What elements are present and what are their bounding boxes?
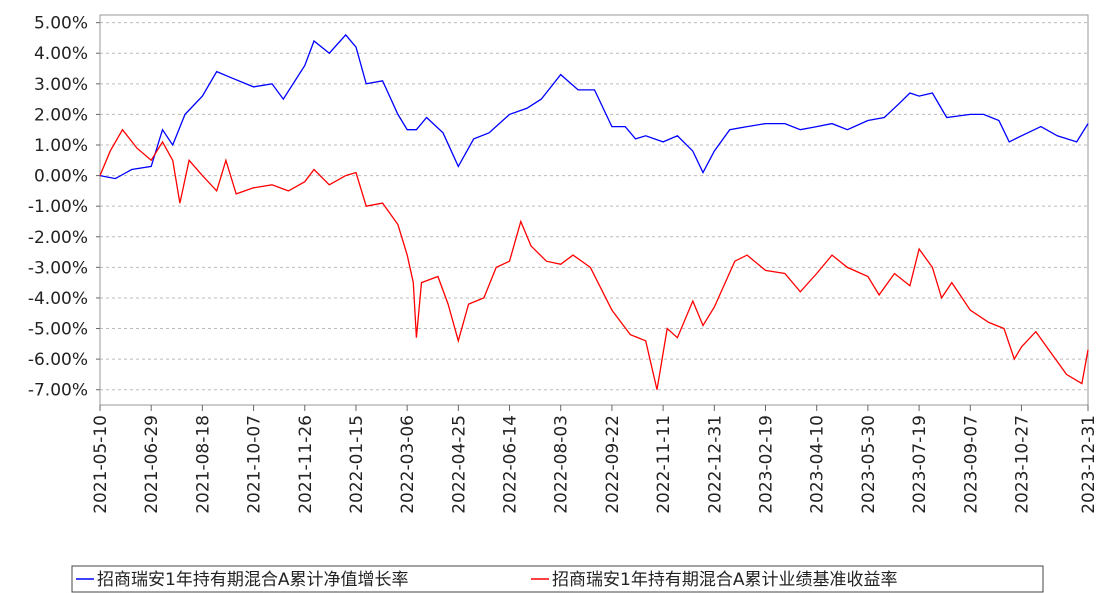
y-tick-label: -4.00% (28, 289, 88, 309)
x-tick-label: 2022-09-22 (603, 415, 623, 514)
y-tick-label: 5.00% (34, 14, 88, 34)
x-tick-label: 2023-09-07 (961, 415, 981, 514)
x-tick-label: 2023-05-30 (859, 415, 879, 514)
y-tick-label: -6.00% (28, 350, 88, 370)
x-tick-label: 2023-04-10 (808, 415, 828, 514)
x-tick-label: 2023-12-31 (1079, 415, 1099, 514)
x-tick-label: 2021-10-07 (245, 415, 265, 514)
x-tick-label: 2021-08-18 (193, 415, 213, 514)
y-tick-label: 2.00% (34, 105, 88, 125)
x-tick-label: 2022-11-11 (654, 415, 674, 514)
y-tick-label: -2.00% (28, 228, 88, 248)
x-tick-label: 2023-07-19 (910, 415, 930, 514)
y-tick-label: -5.00% (28, 320, 88, 340)
legend-label: 招商瑞安1年持有期混合A累计业绩基准收益率 (552, 570, 897, 590)
x-tick-label: 2022-04-25 (449, 415, 469, 514)
legend-box (71, 565, 1044, 593)
series-line (99, 128, 1089, 390)
x-tick-label: 2022-06-14 (501, 415, 521, 514)
x-tick-label: 2021-05-10 (91, 415, 111, 514)
plot-area (99, 14, 1089, 406)
x-tick-label: 2022-12-31 (705, 415, 725, 514)
legend-label: 招商瑞安1年持有期混合A累计净值增长率 (97, 570, 408, 590)
y-tick-label: 4.00% (34, 44, 88, 64)
y-tick-label: 0.00% (34, 167, 88, 187)
y-tick-label: -3.00% (28, 258, 88, 278)
x-tick-label: 2021-06-29 (142, 415, 162, 514)
x-tick-label: 2023-10-27 (1012, 415, 1032, 514)
x-tick-label: 2022-01-15 (347, 415, 367, 514)
y-tick-label: 3.00% (34, 75, 88, 95)
y-tick-label: -7.00% (28, 381, 88, 401)
y-tick-label: 1.00% (34, 136, 88, 156)
series-line (99, 33, 1089, 180)
x-tick-label: 2022-03-06 (398, 415, 418, 514)
y-tick-label: -1.00% (28, 197, 88, 217)
x-tick-label: 2021-11-26 (296, 415, 316, 514)
x-tick-label: 2022-08-03 (552, 415, 572, 514)
x-tick-label: 2023-02-19 (756, 415, 776, 514)
